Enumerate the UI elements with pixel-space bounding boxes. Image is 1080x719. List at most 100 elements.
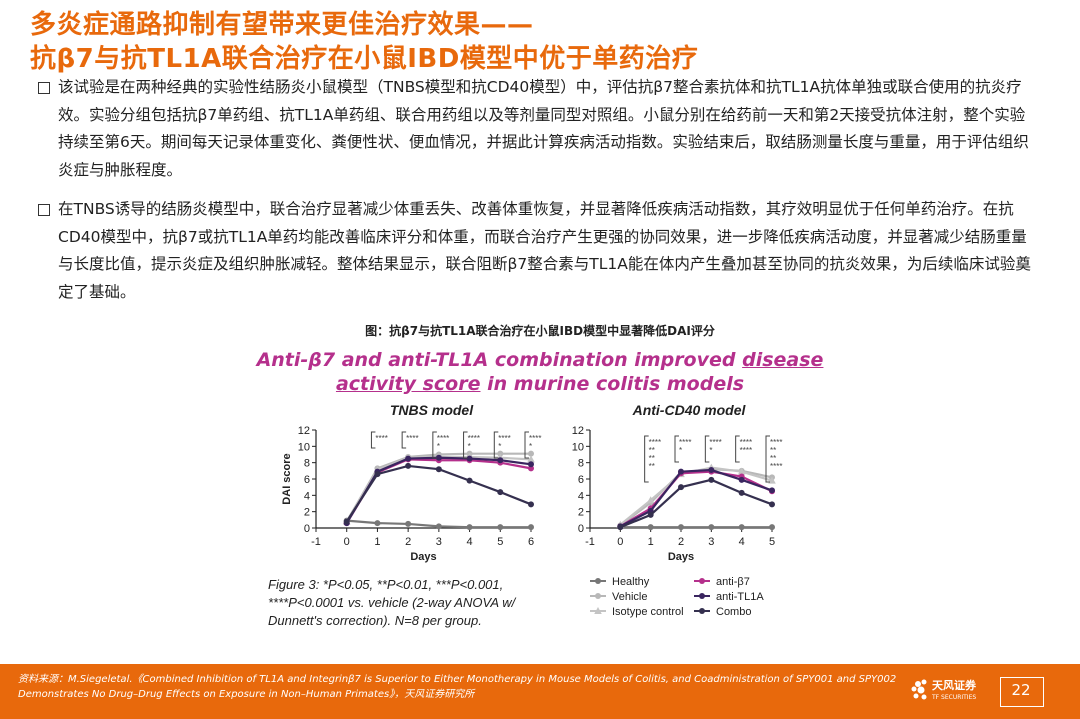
y-tick-label: 8	[304, 458, 310, 470]
x-axis-label: Days	[668, 551, 694, 563]
legend-label: Healthy	[612, 576, 650, 588]
significance-label: ****	[770, 462, 782, 471]
bullet-paragraph: 该试验是在两种经典的实验性结肠炎小鼠模型（TNBS模型和抗CD40模型）中，评估…	[38, 74, 1038, 184]
significance-label: *	[709, 446, 712, 455]
x-tick-label: 0	[617, 536, 623, 548]
series-line	[619, 478, 773, 529]
significance-label: ****	[740, 446, 752, 455]
y-tick-label: 6	[578, 474, 584, 486]
data-point	[435, 523, 442, 530]
legend-marker	[699, 593, 705, 599]
bullet-text: 该试验是在两种经典的实验性结肠炎小鼠模型（TNBS模型和抗CD40模型）中，评估…	[58, 78, 1029, 179]
series-line	[619, 468, 773, 528]
data-point	[435, 466, 442, 473]
x-tick-label: 5	[769, 536, 775, 548]
legend-label: Isotype control	[612, 606, 684, 618]
data-point	[374, 520, 381, 527]
data-point	[527, 455, 535, 463]
data-point	[707, 463, 716, 471]
figure-title: Anti-β7 and anti-TL1A combination improv…	[0, 348, 1080, 396]
data-point	[647, 511, 654, 518]
x-tick-label: 3	[708, 536, 714, 548]
figure-title-part: activity score	[335, 373, 481, 395]
y-axis-label: DAI score	[281, 453, 293, 504]
page-title-line-2: 抗β7与抗TL1A联合治疗在小鼠IBD模型中优于单药治疗	[30, 44, 699, 74]
significance-label: ****	[375, 434, 387, 443]
data-point	[617, 524, 624, 531]
data-point	[646, 496, 655, 504]
significance-bracket	[401, 431, 407, 449]
series-line	[619, 470, 773, 528]
data-point	[496, 453, 505, 461]
legend-marker	[699, 608, 705, 614]
data-point	[405, 453, 412, 460]
x-tick-label: 6	[528, 536, 534, 548]
figure-caption: 图：抗β7与抗TL1A联合治疗在小鼠IBD模型中显著降低DAI评分	[365, 324, 715, 338]
data-point	[405, 456, 412, 463]
data-point	[404, 453, 412, 461]
data-point	[708, 524, 715, 531]
y-tick-label: 2	[578, 507, 584, 519]
data-point	[528, 524, 534, 531]
significance-bracket	[524, 431, 529, 459]
y-tick-label: 0	[304, 523, 310, 535]
data-point	[678, 484, 684, 491]
data-point	[769, 487, 775, 494]
page-number-box	[1000, 677, 1044, 707]
figure-note-line: Figure 3: *P<0.05, **P<0.01, ***P<0.001,	[268, 577, 503, 592]
data-point	[769, 524, 775, 531]
x-tick-label: -1	[311, 536, 321, 548]
data-point	[737, 467, 746, 475]
data-point	[435, 457, 442, 464]
significance-label: *	[529, 442, 532, 451]
x-tick-label: 0	[344, 536, 350, 548]
significance-bracket	[432, 431, 437, 459]
data-point	[374, 471, 381, 478]
significance-label: ****	[529, 434, 541, 443]
series-line	[345, 456, 532, 524]
data-point	[708, 468, 715, 475]
data-point	[435, 452, 443, 460]
data-point	[647, 505, 654, 512]
x-tick-label: 2	[678, 536, 684, 548]
checkbox-bullet-icon	[38, 82, 50, 94]
data-point	[343, 520, 350, 527]
data-point	[647, 507, 654, 514]
data-point	[465, 452, 474, 460]
data-point	[617, 522, 624, 529]
data-point	[769, 488, 775, 495]
x-tick-label: 5	[497, 536, 503, 548]
x-tick-label: 1	[648, 536, 654, 548]
data-point	[678, 468, 684, 475]
data-point	[373, 466, 382, 474]
significance-label: *	[679, 446, 682, 455]
significance-bracket	[674, 435, 679, 463]
significance-bracket	[765, 435, 770, 483]
data-point	[738, 524, 745, 531]
legend-marker	[595, 593, 601, 599]
data-point	[738, 476, 745, 483]
data-point	[466, 450, 473, 457]
chart-title: Anti-CD40 model	[632, 402, 747, 418]
significance-bracket	[463, 431, 468, 459]
x-tick-label: 1	[374, 536, 380, 548]
series-line	[346, 519, 531, 529]
data-point	[677, 470, 685, 478]
data-point	[617, 523, 624, 530]
brand-logo-icon	[911, 679, 927, 700]
y-tick-label: 12	[298, 425, 310, 437]
significance-label: *	[437, 442, 440, 451]
data-point	[342, 517, 351, 525]
y-tick-label: 12	[572, 425, 584, 437]
data-point	[374, 465, 381, 472]
data-point	[708, 476, 715, 483]
significance-label: *	[468, 442, 471, 451]
y-tick-label: 2	[304, 507, 310, 519]
data-point	[528, 465, 534, 472]
data-point	[435, 454, 442, 461]
x-tick-label: 4	[467, 536, 473, 548]
significance-bracket	[370, 431, 376, 449]
data-point	[405, 455, 412, 462]
data-point	[617, 523, 624, 530]
data-point	[678, 469, 684, 476]
